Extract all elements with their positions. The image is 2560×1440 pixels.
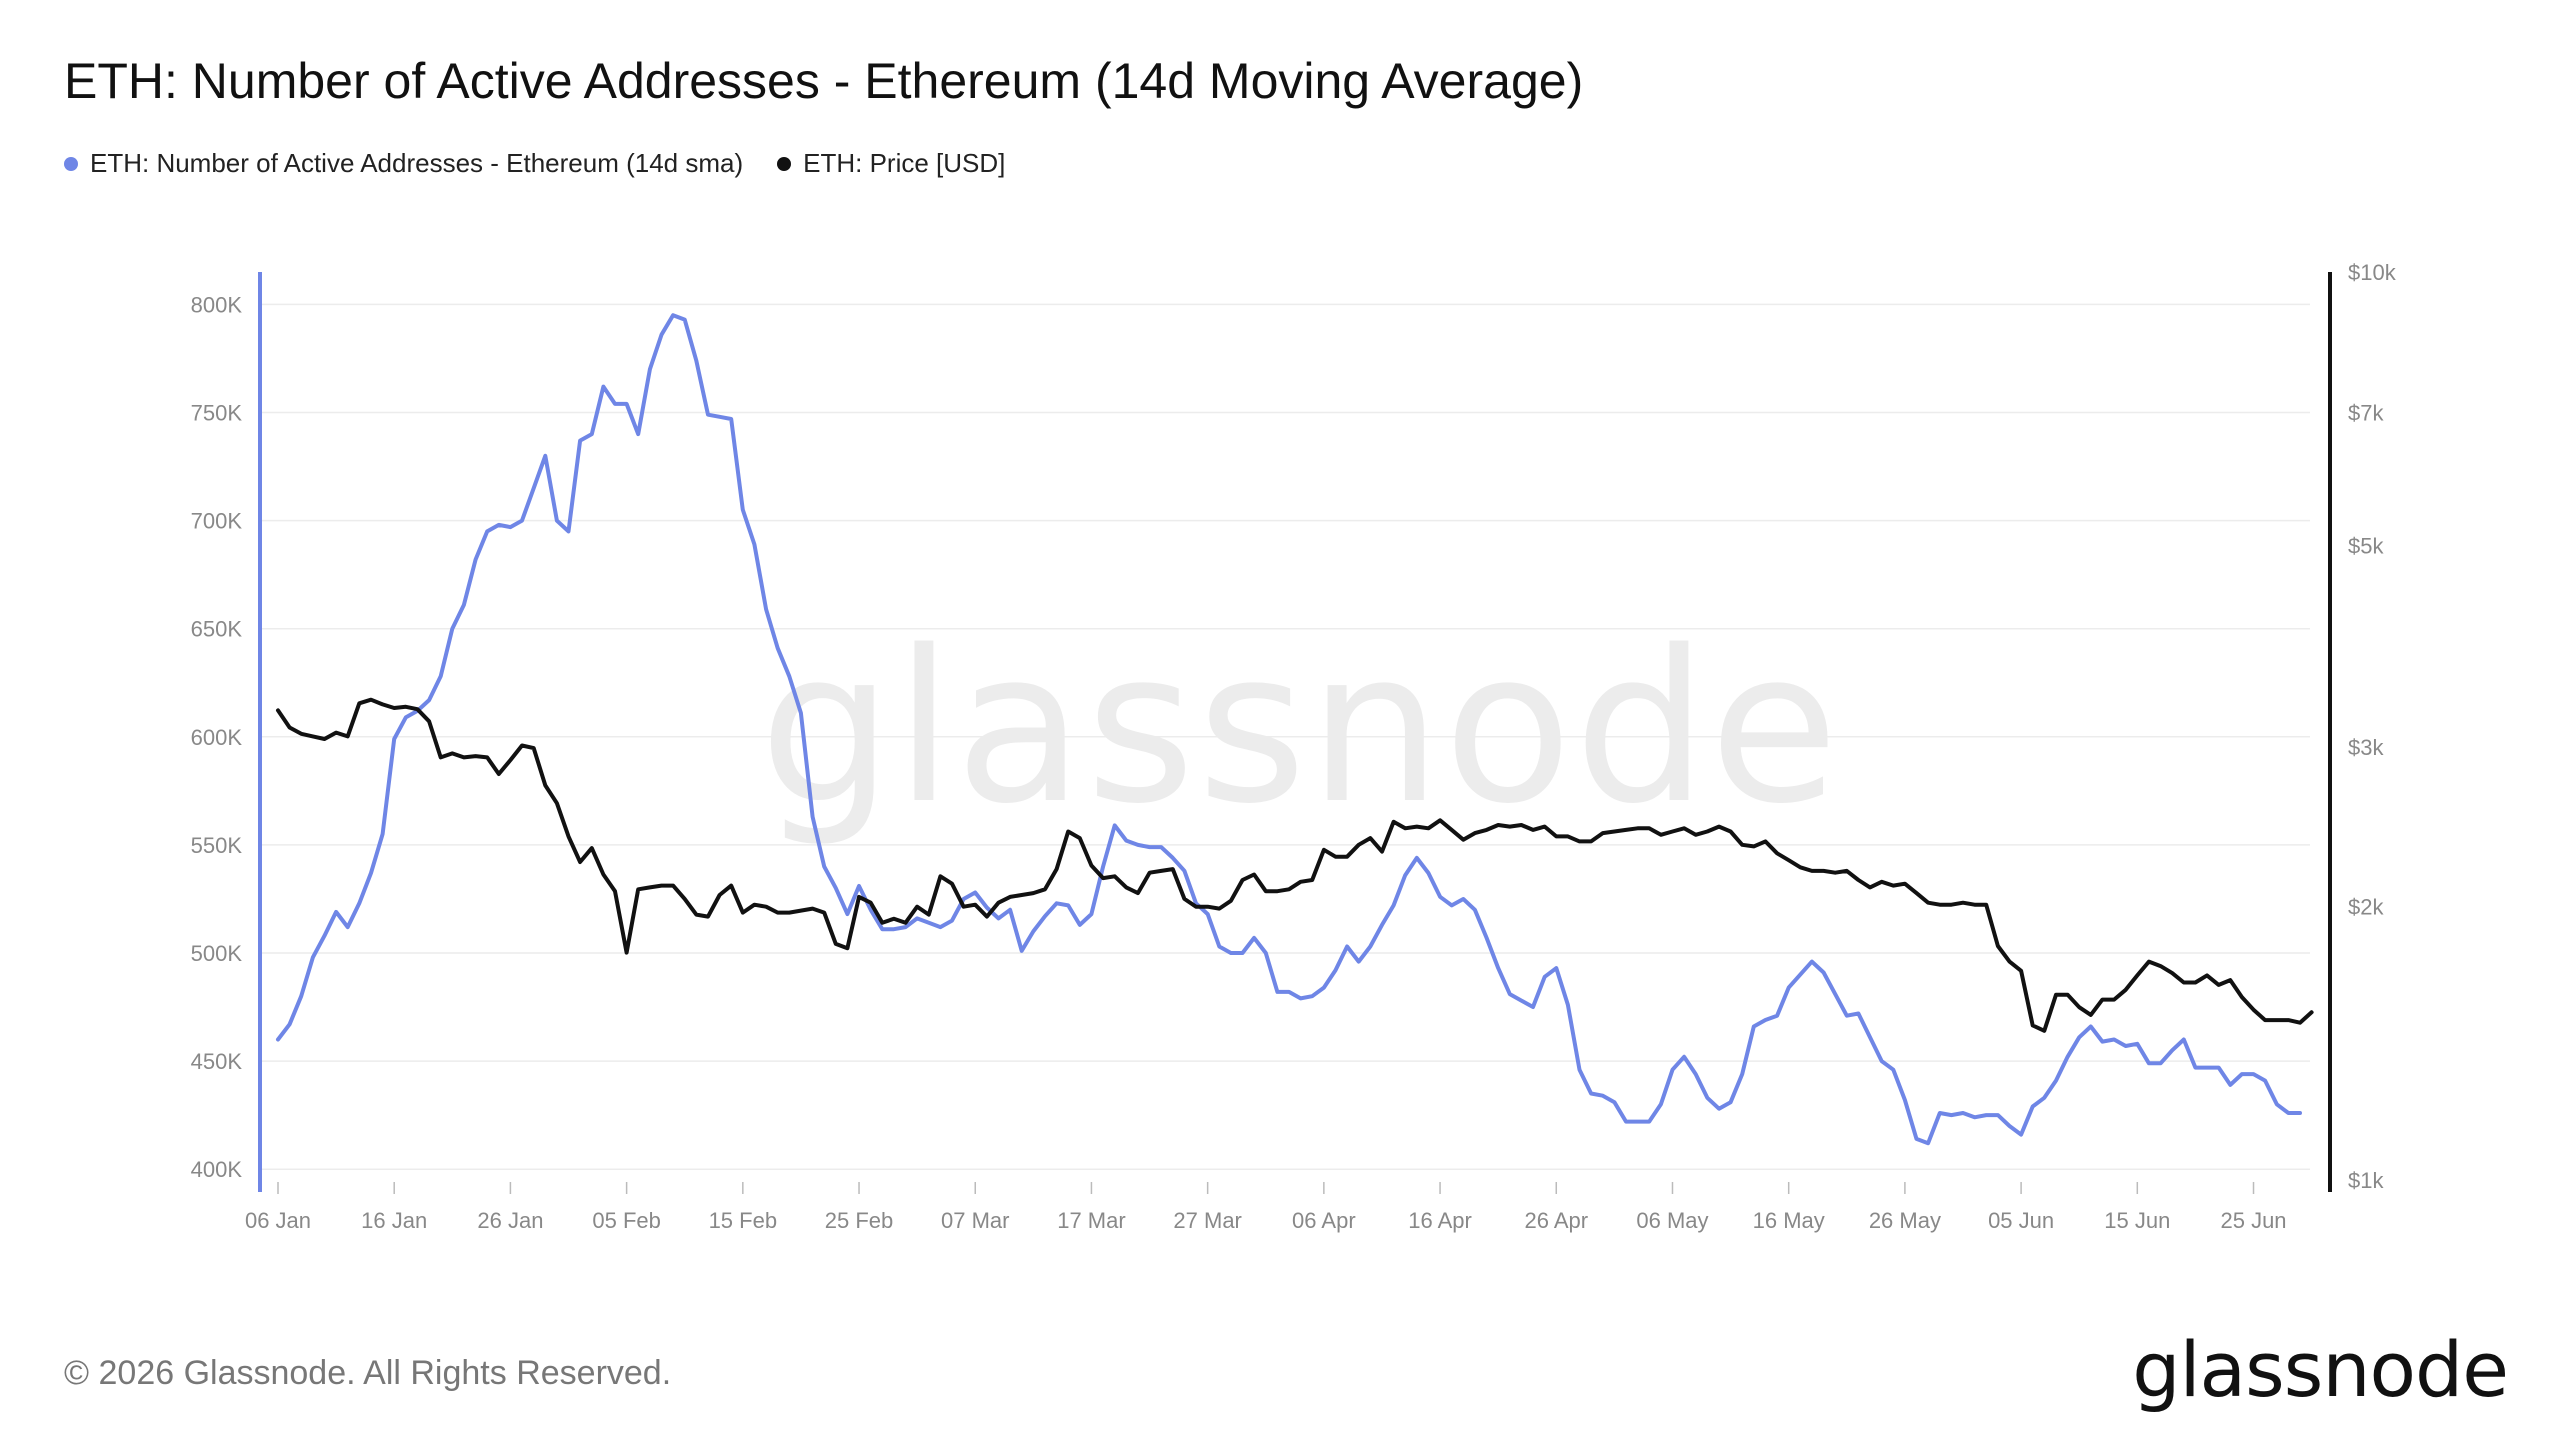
active-addresses-line bbox=[276, 313, 2302, 1146]
chart-title: ETH: Number of Active Addresses - Ethere… bbox=[64, 53, 1584, 109]
x-tick-label: 07 Mar bbox=[941, 1208, 1009, 1233]
grid-lines bbox=[260, 303, 2310, 1170]
x-tick-label: 16 Apr bbox=[1408, 1208, 1472, 1233]
legend-dot-active-addresses bbox=[64, 156, 78, 171]
right-tick-label: $5k bbox=[2348, 533, 2384, 558]
left-tick-label: 400K bbox=[191, 1157, 243, 1182]
copyright-footer: © 2026 Glassnode. All Rights Reserved. bbox=[64, 1354, 672, 1392]
left-tick-label: 700K bbox=[191, 509, 243, 534]
x-tick-label: 15 Feb bbox=[709, 1208, 778, 1233]
x-tick-label: 17 Mar bbox=[1057, 1208, 1125, 1233]
x-tick-label: 26 Apr bbox=[1524, 1208, 1588, 1233]
left-tick-label: 450K bbox=[191, 1049, 243, 1074]
legend-item-active-addresses[interactable]: ETH: Number of Active Addresses - Ethere… bbox=[64, 148, 743, 179]
x-tick-label: 25 Feb bbox=[825, 1208, 894, 1233]
right-tick-label: $2k bbox=[2348, 895, 2384, 920]
x-tick-label: 16 May bbox=[1753, 1208, 1825, 1233]
right-tick-label: $1k bbox=[2348, 1168, 2384, 1193]
x-tick-label: 06 Jan bbox=[245, 1208, 311, 1233]
legend-label-active-addresses: ETH: Number of Active Addresses - Ethere… bbox=[90, 148, 744, 178]
left-tick-label: 500K bbox=[191, 941, 243, 966]
legend-label-price: ETH: Price [USD] bbox=[803, 148, 1006, 178]
x-tick-label: 06 Apr bbox=[1292, 1208, 1356, 1233]
x-tick-label: 06 May bbox=[1636, 1208, 1708, 1233]
left-axis-ticks: 400K 450K 500K 550K 600K 650K 700K 750K 800K bbox=[191, 292, 243, 1182]
x-tick-label: 05 Feb bbox=[592, 1208, 661, 1233]
x-tick-label: 16 Jan bbox=[361, 1208, 427, 1233]
x-tick-label: 27 Mar bbox=[1173, 1208, 1241, 1233]
left-tick-label: 800K bbox=[191, 292, 243, 317]
right-tick-label: $7k bbox=[2348, 401, 2384, 426]
left-tick-label: 650K bbox=[191, 617, 243, 642]
price-line bbox=[276, 697, 2314, 1033]
left-tick-label: 600K bbox=[191, 725, 243, 750]
chart-legend: ETH: Number of Active Addresses - Ethere… bbox=[64, 148, 1039, 179]
legend-item-price[interactable]: ETH: Price [USD] bbox=[777, 148, 1005, 179]
series-lines bbox=[276, 313, 2314, 1146]
x-tick-label: 05 Jun bbox=[1988, 1208, 2054, 1233]
right-tick-label: $10k bbox=[2348, 260, 2397, 285]
x-tick-label: 15 Jun bbox=[2104, 1208, 2170, 1233]
left-tick-label: 550K bbox=[191, 833, 243, 858]
x-tick-label: 25 Jun bbox=[2220, 1208, 2286, 1233]
legend-dot-price bbox=[777, 156, 792, 171]
x-tick-label: 26 Jan bbox=[477, 1208, 543, 1233]
watermark-text: glassnode bbox=[759, 605, 1840, 850]
axes bbox=[258, 272, 2332, 1192]
glassnode-logo[interactable]: glassnode bbox=[2132, 1325, 2509, 1414]
left-tick-label: 750K bbox=[191, 401, 243, 426]
x-tick-label: 26 May bbox=[1869, 1208, 1941, 1233]
right-tick-label: $3k bbox=[2348, 735, 2384, 760]
x-axis-ticks: 06 Jan 16 Jan 26 Jan 05 Feb 15 Feb 25 Feb 07 M… bbox=[245, 1182, 2287, 1233]
right-axis-ticks: $1k $2k $3k $5k $7k $10k bbox=[2348, 260, 2397, 1193]
